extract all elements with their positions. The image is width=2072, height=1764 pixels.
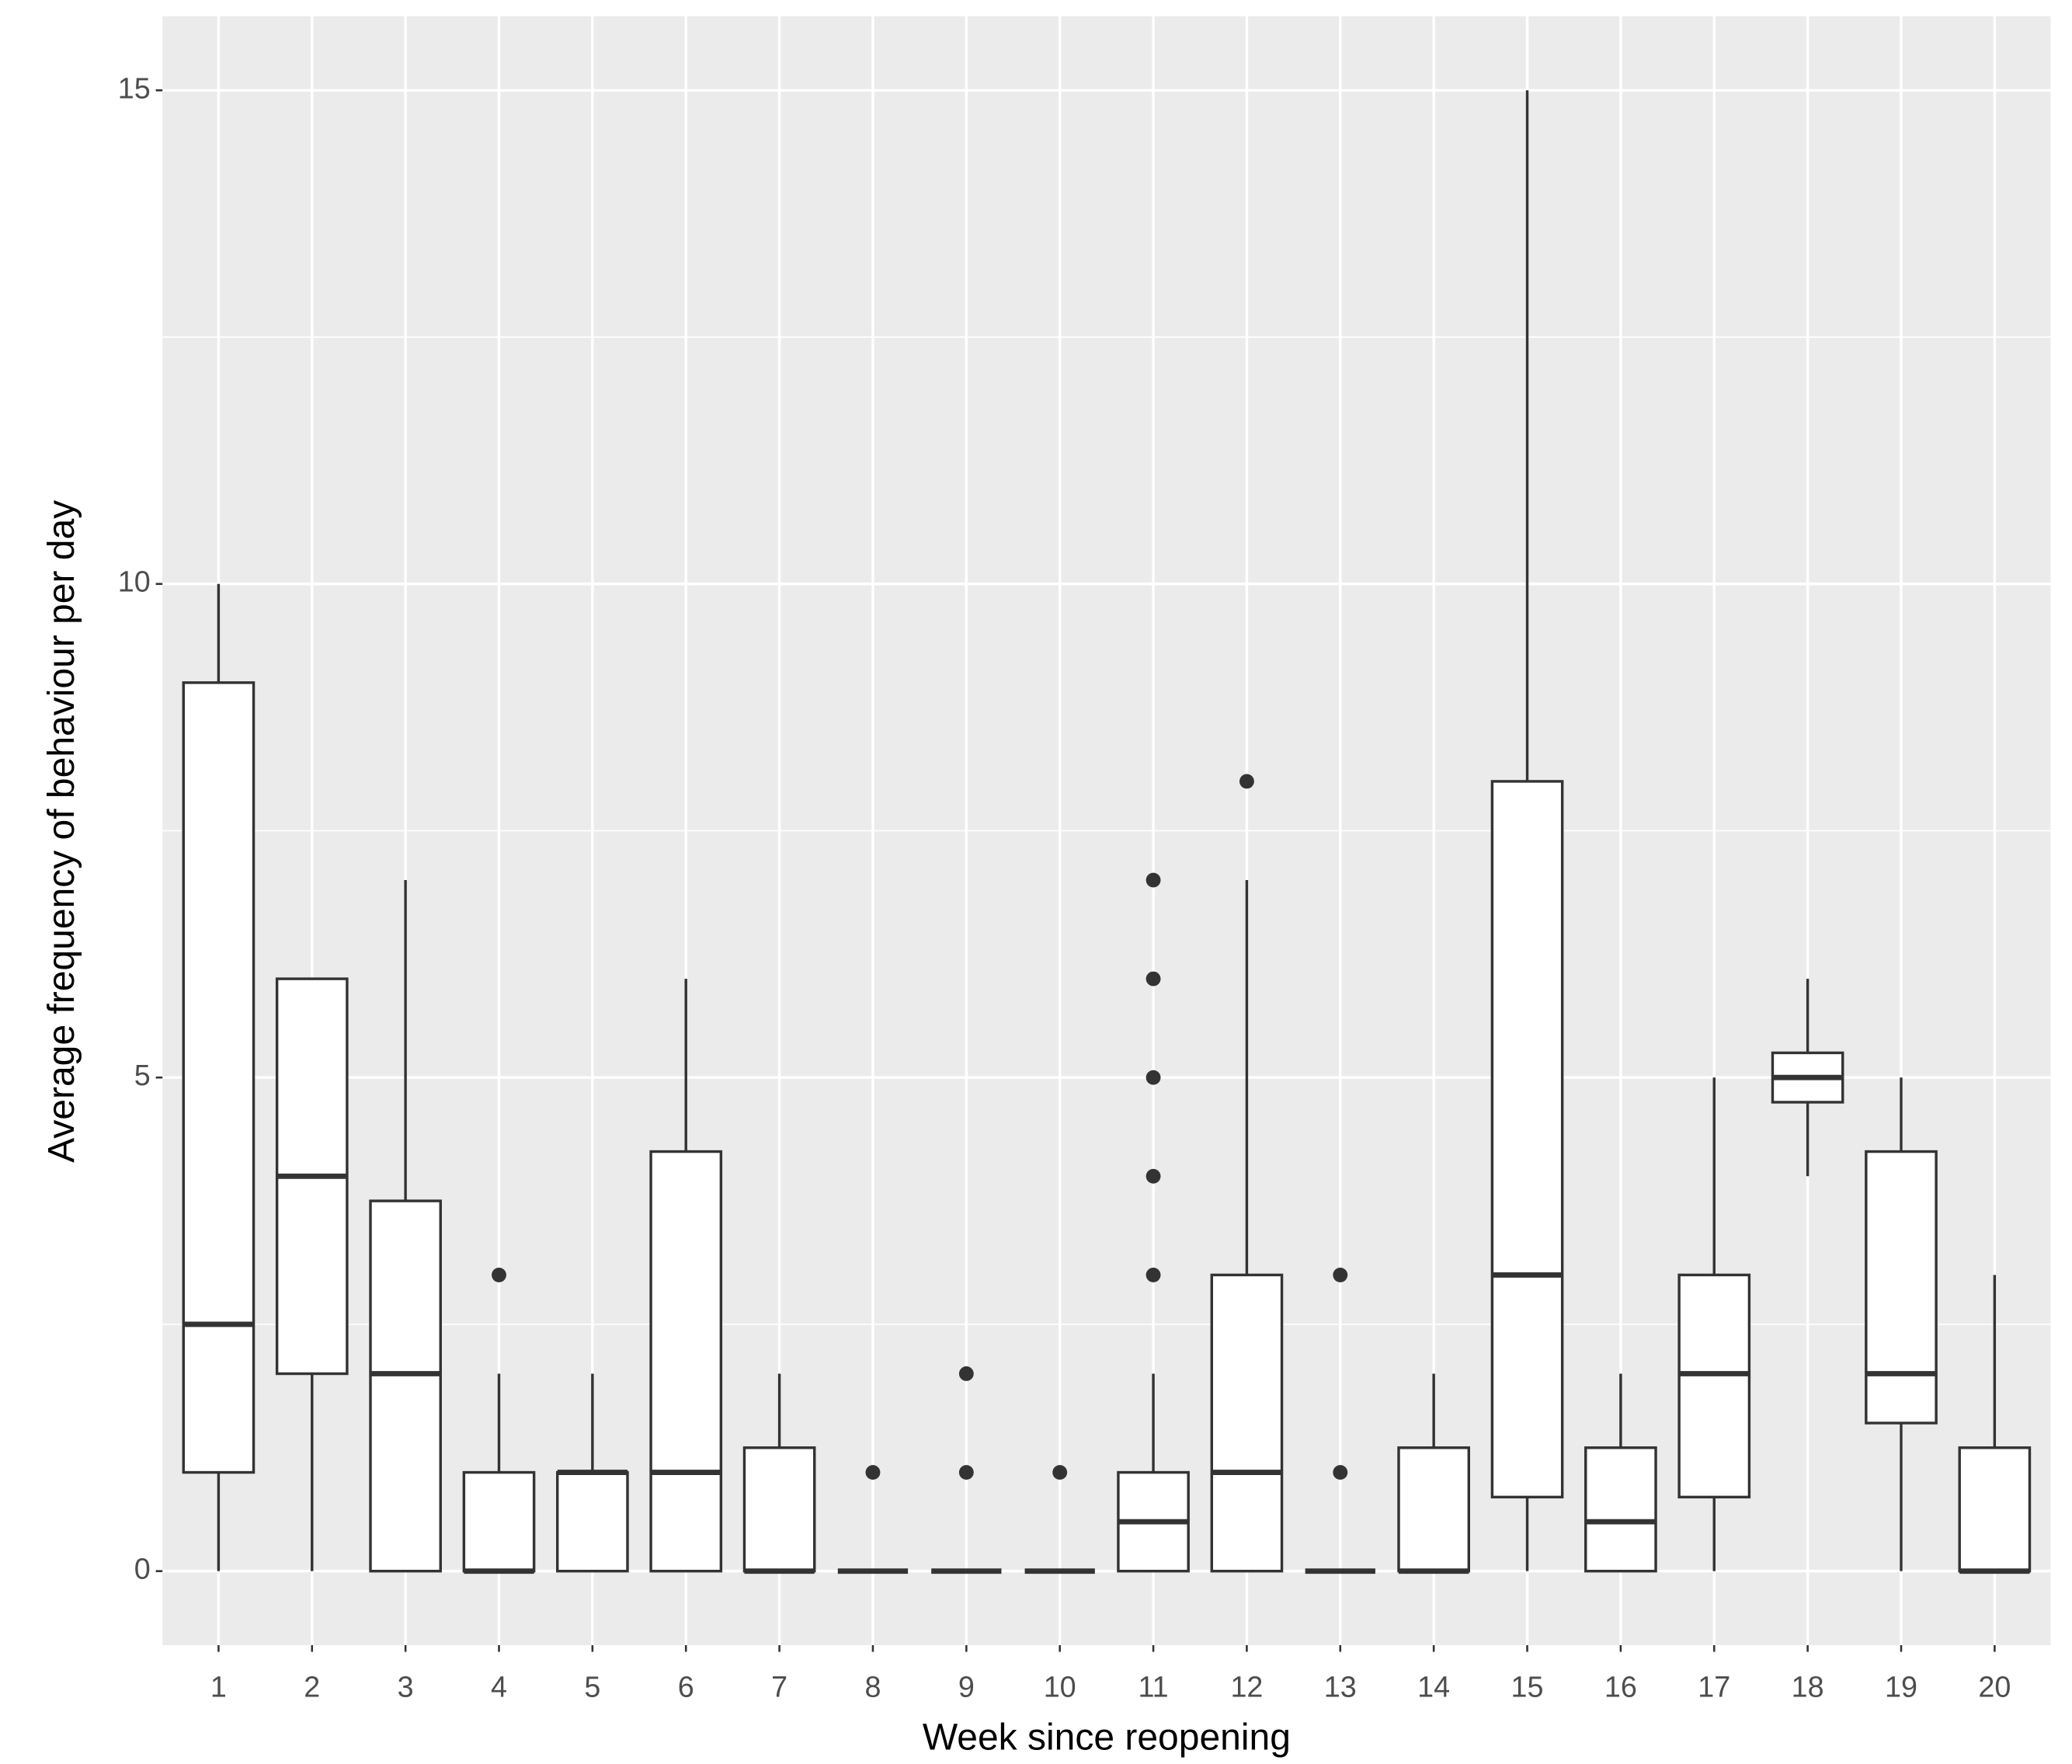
box xyxy=(1958,1446,2032,1573)
outlier xyxy=(1146,1168,1161,1184)
x-tick-label: 9 xyxy=(958,1671,975,1703)
x-tick-label: 7 xyxy=(771,1671,787,1703)
x-tick-label: 3 xyxy=(398,1671,414,1703)
outlier xyxy=(1146,1070,1161,1085)
x-tick-label: 12 xyxy=(1230,1671,1263,1703)
x-tick-label: 1 xyxy=(210,1671,227,1703)
box xyxy=(1397,1446,1471,1573)
x-tick-label: 15 xyxy=(1511,1671,1544,1703)
outlier xyxy=(1333,1267,1348,1282)
box xyxy=(649,1150,723,1573)
box xyxy=(182,681,256,1474)
box xyxy=(1677,1273,1751,1499)
x-tick-label: 11 xyxy=(1138,1671,1168,1703)
x-tick-label: 17 xyxy=(1698,1671,1730,1703)
box xyxy=(462,1470,536,1573)
outlier xyxy=(1239,774,1254,789)
y-axis-title: Average frequency of behaviour per day xyxy=(41,500,82,1163)
plot-area xyxy=(162,16,2051,1645)
box xyxy=(556,1470,629,1573)
outlier xyxy=(958,1366,974,1381)
x-tick-label: 13 xyxy=(1324,1671,1357,1703)
y-tick-label: 10 xyxy=(118,565,151,598)
x-axis-title: Week since reopening xyxy=(923,1717,1291,1758)
outlier xyxy=(865,1465,881,1480)
outlier xyxy=(1146,872,1161,888)
outlier xyxy=(1146,971,1161,986)
y-tick-label: 15 xyxy=(118,71,151,104)
box xyxy=(1865,1150,1938,1425)
y-tick-label: 5 xyxy=(134,1059,151,1091)
x-tick-label: 20 xyxy=(1978,1671,2011,1703)
outlier xyxy=(1052,1465,1068,1480)
x-tick-label: 4 xyxy=(491,1671,507,1703)
y-tick-label: 0 xyxy=(134,1553,151,1585)
x-tick-label: 6 xyxy=(678,1671,694,1703)
box xyxy=(1584,1446,1657,1573)
x-tick-label: 8 xyxy=(864,1671,881,1703)
outlier xyxy=(492,1267,506,1282)
box xyxy=(369,1199,442,1573)
x-tick-label: 10 xyxy=(1044,1671,1076,1703)
outlier xyxy=(1146,1267,1161,1282)
outlier xyxy=(1333,1465,1348,1480)
x-tick-label: 19 xyxy=(1885,1671,1917,1703)
outlier xyxy=(958,1465,974,1480)
x-tick-label: 16 xyxy=(1604,1671,1637,1703)
x-tick-label: 18 xyxy=(1792,1671,1824,1703)
x-tick-label: 2 xyxy=(304,1671,320,1703)
box xyxy=(1210,1273,1284,1573)
box xyxy=(1490,780,1564,1499)
x-tick-label: 5 xyxy=(584,1671,600,1703)
x-tick-label: 14 xyxy=(1417,1671,1450,1703)
box xyxy=(742,1446,816,1573)
